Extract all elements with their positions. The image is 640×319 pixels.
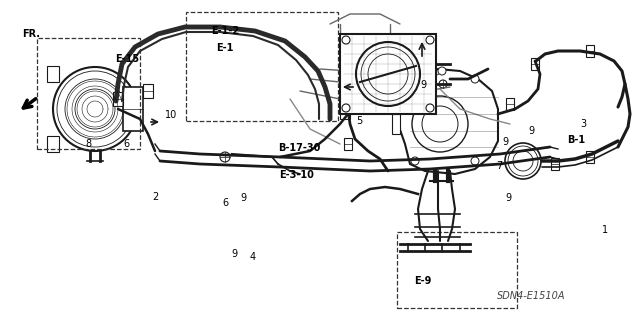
Text: 9: 9: [232, 249, 238, 259]
Text: 9: 9: [502, 137, 509, 147]
Text: E-1-2: E-1-2: [211, 26, 239, 36]
Text: SDN4-E1510A: SDN4-E1510A: [497, 291, 566, 301]
Text: B-17-30: B-17-30: [278, 143, 321, 153]
Bar: [37, 38, 140, 149]
Text: 9: 9: [528, 126, 534, 136]
Text: 9: 9: [420, 79, 427, 90]
Circle shape: [342, 36, 350, 44]
Text: 9: 9: [506, 193, 512, 204]
Circle shape: [471, 75, 479, 83]
Bar: [47, 66, 59, 82]
Bar: [186, 12, 338, 121]
Text: E-3-10: E-3-10: [280, 170, 314, 180]
Bar: [123, 87, 143, 131]
Circle shape: [342, 104, 350, 112]
Circle shape: [356, 42, 420, 106]
Bar: [397, 232, 517, 308]
Bar: [551, 158, 559, 170]
Bar: [586, 151, 594, 163]
Bar: [113, 92, 123, 106]
Text: 4: 4: [250, 252, 256, 262]
Circle shape: [426, 104, 434, 112]
Circle shape: [220, 152, 230, 162]
Text: E-1: E-1: [216, 43, 234, 54]
Text: 1: 1: [602, 225, 608, 235]
Circle shape: [426, 36, 434, 44]
Text: 8: 8: [85, 139, 92, 149]
Circle shape: [438, 67, 446, 75]
Circle shape: [53, 67, 137, 151]
Text: E-9: E-9: [413, 276, 431, 286]
Bar: [344, 138, 352, 150]
Text: 9: 9: [240, 193, 246, 203]
Bar: [392, 114, 400, 134]
Text: 6: 6: [223, 198, 229, 208]
Text: B-1: B-1: [567, 135, 585, 145]
Circle shape: [439, 80, 447, 88]
Text: 5: 5: [356, 116, 363, 126]
Polygon shape: [398, 69, 498, 174]
Text: 3: 3: [580, 119, 587, 129]
Bar: [506, 98, 514, 110]
Bar: [340, 34, 436, 114]
Text: 10: 10: [165, 110, 178, 120]
Text: E-15: E-15: [115, 54, 139, 64]
Bar: [143, 84, 153, 98]
Circle shape: [471, 157, 479, 165]
Text: 2: 2: [152, 192, 158, 202]
Text: FR.: FR.: [22, 29, 40, 40]
Circle shape: [411, 75, 419, 83]
Text: 7: 7: [496, 161, 502, 171]
Text: 6: 6: [124, 139, 130, 149]
Bar: [340, 105, 350, 119]
Bar: [531, 58, 539, 70]
Circle shape: [411, 157, 419, 165]
Circle shape: [505, 143, 541, 179]
Bar: [47, 136, 59, 152]
Bar: [586, 45, 594, 57]
